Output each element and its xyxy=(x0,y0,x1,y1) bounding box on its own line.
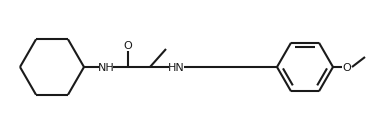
Text: O: O xyxy=(342,62,351,72)
Text: NH: NH xyxy=(98,62,115,72)
Text: HN: HN xyxy=(168,62,184,72)
Text: O: O xyxy=(123,41,132,51)
